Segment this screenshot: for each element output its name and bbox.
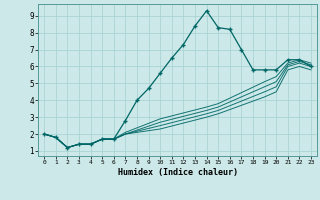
X-axis label: Humidex (Indice chaleur): Humidex (Indice chaleur) bbox=[118, 168, 238, 177]
